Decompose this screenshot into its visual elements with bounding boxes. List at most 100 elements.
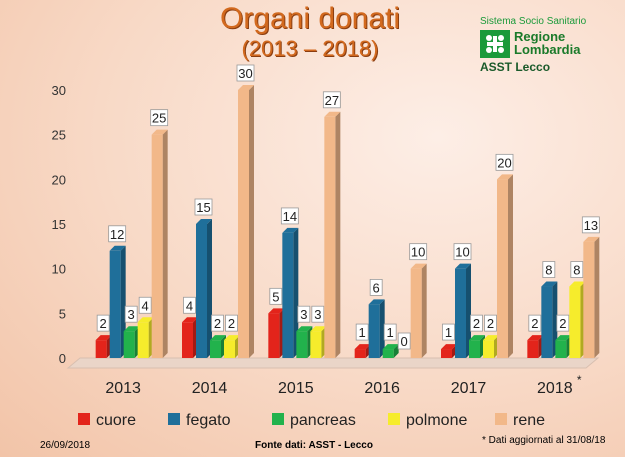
y-tick-label: 25 (52, 128, 66, 143)
x-tick-label: 2018 (537, 380, 573, 397)
y-tick-label: 30 (52, 83, 66, 98)
bar-rene (324, 116, 336, 358)
bar-top-rene (410, 263, 427, 269)
x-tick-mark: * (577, 373, 582, 387)
bar-cuore (527, 340, 539, 358)
legend-swatch-cuore (78, 413, 90, 425)
data-label-polmone: 3 (314, 307, 321, 322)
bar-pancreas (123, 331, 135, 358)
bar-fegato (541, 286, 553, 358)
data-label-pancreas: 2 (473, 316, 480, 331)
data-label-box (96, 314, 110, 332)
bar-side-fegato (466, 263, 471, 358)
legend-label-fegato: fegato (186, 412, 231, 429)
bar-fegato (455, 268, 466, 358)
y-tick-label: 20 (52, 172, 66, 187)
data-label-box (311, 305, 325, 323)
bar-top-polmone (137, 317, 154, 323)
data-label-cuore: 2 (100, 316, 107, 331)
bar-side-rene (162, 129, 168, 358)
data-label-box (570, 261, 584, 278)
logo-unit-text: ASST Lecco (480, 60, 551, 74)
bar-top-fegato (282, 227, 299, 233)
data-label-cuore: 5 (272, 289, 279, 304)
data-label-pancreas: 3 (300, 307, 307, 322)
data-label-rene: 25 (152, 111, 166, 126)
bar-cuore (182, 322, 193, 358)
data-label-box (495, 153, 514, 171)
bar-top-pancreas (123, 326, 140, 332)
data-label-box (409, 243, 428, 261)
data-label-box (453, 243, 472, 261)
x-tick-label: 2017 (451, 380, 487, 397)
data-label-box (225, 314, 238, 332)
data-label-box (322, 91, 341, 109)
bar-side-rene (335, 111, 341, 358)
data-label-fegato: 15 (196, 200, 210, 215)
bar-top-rene (238, 85, 254, 90)
data-label-fegato: 14 (283, 209, 297, 224)
data-label-box (355, 323, 369, 341)
bar-pancreas (469, 340, 480, 358)
data-label-polmone: 2 (487, 316, 494, 331)
bar-rene (238, 90, 249, 358)
bar-top-fegato (368, 299, 385, 305)
bar-cuore (95, 340, 107, 358)
data-label-fegato: 12 (110, 227, 124, 242)
data-label-rene: 30 (238, 66, 252, 81)
bar-fegato (109, 250, 121, 358)
chart-floor (66, 357, 600, 369)
data-label-pancreas: 3 (128, 307, 135, 322)
bar-rene (583, 241, 595, 358)
x-tick-label: 2014 (192, 380, 228, 397)
data-label-pancreas: 2 (559, 316, 566, 331)
bar-side-rene (508, 174, 513, 358)
data-label-box (236, 64, 255, 82)
bar-side-rene (249, 85, 254, 358)
bar-top-polmone (224, 335, 240, 341)
data-label-box (383, 323, 397, 341)
bar-rene (497, 179, 508, 358)
footer-source: Fonte dati: ASST - Lecco (255, 440, 373, 451)
bar-fegato (282, 232, 294, 358)
chart-title: Organi donati (219, 2, 401, 35)
y-tick-label: 5 (59, 306, 66, 321)
bar-top-polmone (483, 335, 499, 341)
data-label-box (581, 216, 600, 234)
data-label-box (470, 314, 483, 332)
data-label-box (108, 225, 127, 243)
data-label-pancreas: 2 (214, 316, 221, 331)
data-label-pancreas: 1 (387, 325, 394, 340)
bar-side-fegato (207, 219, 212, 358)
data-label-cuore: 1 (445, 325, 452, 340)
bar-top-fegato (541, 281, 558, 287)
data-label-box (124, 305, 138, 323)
bar-side-fegato (552, 281, 558, 358)
bar-top-cuore (182, 317, 198, 323)
bar-rene (410, 268, 422, 358)
bar-top-fegato (455, 263, 471, 269)
data-label-cuore: 2 (531, 316, 538, 331)
legend-label-cuore: cuore (96, 412, 136, 429)
bar-top-fegato (109, 245, 126, 251)
bar-pancreas (296, 331, 308, 358)
bar-polmone (483, 340, 494, 358)
logo-region-text: Regione Lombardia (514, 29, 581, 57)
bar-cuore (268, 313, 280, 358)
data-label-box (556, 314, 570, 332)
data-label-rene: 13 (584, 218, 598, 233)
data-label-box (542, 261, 556, 278)
data-label-box (297, 305, 311, 323)
bar-top-pancreas (296, 326, 313, 332)
bar-side-pancreas (393, 344, 399, 358)
logo-system-text: Sistema Socio Sanitario (480, 16, 587, 27)
data-label-fegato: 8 (545, 263, 552, 278)
bar-side-fegato (120, 245, 126, 358)
data-label-box (150, 109, 169, 127)
data-label-rene: 27 (325, 93, 339, 108)
data-label-box (138, 296, 152, 314)
data-label-box (369, 278, 383, 296)
bar-top-cuore (268, 308, 285, 314)
